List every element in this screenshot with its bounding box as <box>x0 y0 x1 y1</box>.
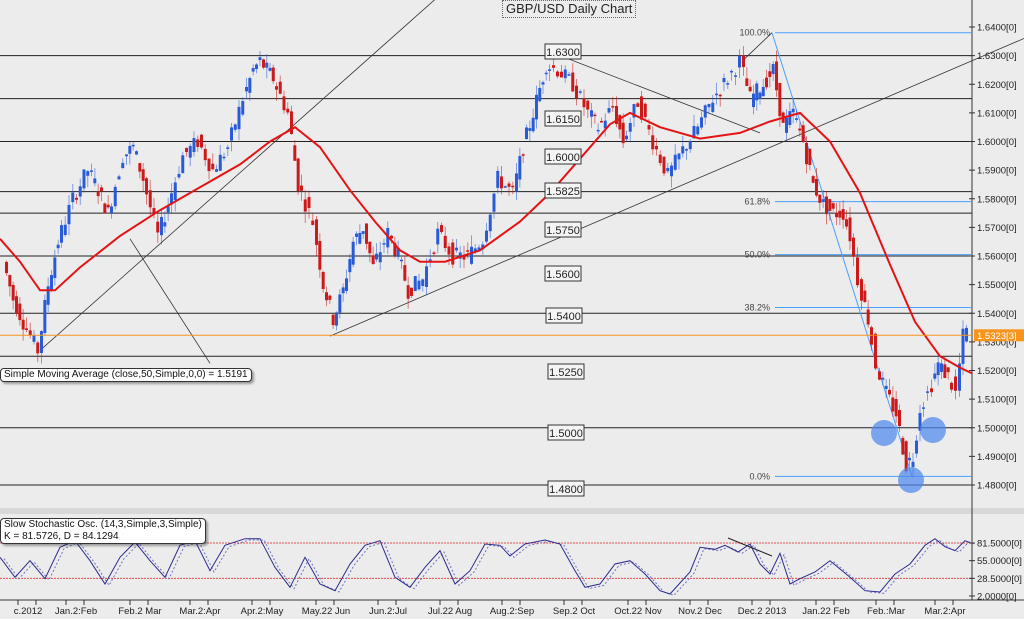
price-tick: 1.5400[0] <box>977 309 1017 320</box>
trend-line[interactable] <box>39 0 440 351</box>
price-axis: 1.6400[0] 1.6300[0] 1.6200[0] 1.6100[0] 1.60… <box>969 23 1017 492</box>
price-tick: 1.6000[0] <box>977 137 1017 148</box>
level-label-box[interactable] <box>545 307 583 324</box>
highlight-circle <box>920 417 946 443</box>
stochastic-tick: 28.5000[0] <box>977 574 1022 585</box>
price-tick: 1.5700[0] <box>977 223 1017 234</box>
price-tick: 1.4800[0] <box>977 481 1017 492</box>
time-label: Mar.2:Apr <box>179 606 220 617</box>
price-tick: 1.6100[0] <box>977 108 1017 119</box>
stochastic-k-line <box>0 538 971 595</box>
level-label: 1.5250 <box>549 367 583 379</box>
stochastic-label-name: Slow Stochastic Osc. (14,3,Simple,3,Simp… <box>4 519 202 530</box>
stochastic-indicator-label[interactable]: Slow Stochastic Osc. (14,3,Simple,3,Simp… <box>0 518 206 544</box>
level-label: 1.6150 <box>546 114 580 126</box>
level-label: 1.6000 <box>546 152 580 164</box>
level-label-box[interactable] <box>544 43 582 60</box>
time-axis: c.2012 Jan.2:Feb Feb.2 Mar Mar.2:Apr Apr.2:M… <box>14 600 966 617</box>
price-panel <box>0 0 972 508</box>
level-label: 1.4800 <box>549 484 583 496</box>
level-labels: 1.6300 1.6150 1.6000 1.5825 1.5750 1.5600 1.54… <box>544 43 585 497</box>
time-label: c.2012 <box>14 606 43 617</box>
time-label: Jan.22 Feb <box>802 606 850 617</box>
time-label: Aug.2:Sep <box>490 606 534 617</box>
level-label: 1.5400 <box>547 311 581 323</box>
stochastic-label-values: K = 81.5726, D = 84.1294 <box>4 531 119 542</box>
level-label: 1.5600 <box>546 269 580 281</box>
last-price-marker: 1.5323[3] <box>0 329 1024 342</box>
chart-title: GBP/USD Daily Chart <box>502 0 637 18</box>
price-tick: 1.4900[0] <box>977 452 1017 463</box>
level-label: 1.6300 <box>546 47 580 59</box>
level-label-box[interactable] <box>544 221 582 238</box>
price-tick: 1.5800[0] <box>977 194 1017 205</box>
trend-line[interactable] <box>741 32 773 62</box>
price-tick: 1.5500[0] <box>977 280 1017 291</box>
stochastic-tick: 55.0000[0] <box>977 556 1022 567</box>
stochastic-tick: 2.0000[0] <box>977 592 1017 603</box>
time-label: Oct.22 Nov <box>614 606 662 617</box>
fib-label: 0.0% <box>749 471 770 481</box>
fibonacci-retracement: 100.0% 61.8% 50.0% 38.2% 0.0% <box>739 28 972 481</box>
trend-line[interactable] <box>129 238 211 364</box>
price-tick: 1.6300[0] <box>977 51 1017 62</box>
level-label-box[interactable] <box>547 424 585 441</box>
time-label: Jul.22 Aug <box>428 606 472 617</box>
level-label-box[interactable] <box>547 480 585 497</box>
price-tick: 1.6400[0] <box>977 23 1017 34</box>
time-label: Jun.2:Jul <box>369 606 407 617</box>
time-label: Feb.:Mar <box>867 606 905 617</box>
level-label-box[interactable] <box>544 148 582 165</box>
price-tick: 1.5200[0] <box>977 366 1017 377</box>
time-label: Jan.2:Feb <box>55 606 97 617</box>
price-tick: 1.6200[0] <box>977 80 1017 91</box>
fib-label: 38.2% <box>744 303 770 313</box>
highlight-circles <box>871 417 946 493</box>
level-label-box[interactable] <box>544 182 582 199</box>
fib-label: 61.8% <box>744 197 770 207</box>
highlight-circle <box>871 420 897 446</box>
stochastic-axis: 81.5000[0] 55.0000[0] 28.5000[0] 2.0000[0] <box>969 539 1022 603</box>
sma-50-line <box>0 111 973 375</box>
price-tick: 1.5600[0] <box>977 252 1017 263</box>
trend-lines <box>39 0 1024 364</box>
last-price-badge <box>974 329 1024 342</box>
time-label: Feb.2 Mar <box>118 606 161 617</box>
time-label: Mar.2:Apr <box>924 606 965 617</box>
panel-separator[interactable] <box>0 508 1024 514</box>
level-label-box[interactable] <box>544 265 582 282</box>
fib-label: 50.0% <box>744 250 770 260</box>
last-price-label: 1.5323[3] <box>977 331 1017 342</box>
time-label: Sep.2 Oct <box>553 606 596 617</box>
trend-line[interactable] <box>559 55 761 134</box>
sma-indicator-label[interactable]: Simple Moving Average (close,50,Simple,0… <box>0 368 252 382</box>
fib-trend-line[interactable] <box>771 32 913 477</box>
level-label: 1.5750 <box>546 225 580 237</box>
highlight-circle <box>898 467 924 493</box>
candlesticks <box>5 46 968 478</box>
trend-line[interactable] <box>329 38 1024 337</box>
time-label: Dec.2 2013 <box>738 606 787 617</box>
stochastic-tick: 81.5000[0] <box>977 539 1022 550</box>
price-tick: 1.5900[0] <box>977 166 1017 177</box>
level-label-box[interactable] <box>544 110 582 127</box>
price-tick: 1.5100[0] <box>977 395 1017 406</box>
time-label: Nov.2 Dec <box>678 606 722 617</box>
level-label-box[interactable] <box>547 363 585 380</box>
price-tick: 1.5000[0] <box>977 423 1017 434</box>
time-label: May.22 Jun <box>302 606 350 617</box>
level-label: 1.5825 <box>546 186 580 198</box>
level-label: 1.5000 <box>549 428 583 440</box>
stochastic-divergence-line <box>727 537 773 557</box>
fib-label: 100.0% <box>739 28 770 38</box>
price-tick: 1.5300[0] <box>977 337 1017 348</box>
time-label: Apr.2:May <box>241 606 284 617</box>
